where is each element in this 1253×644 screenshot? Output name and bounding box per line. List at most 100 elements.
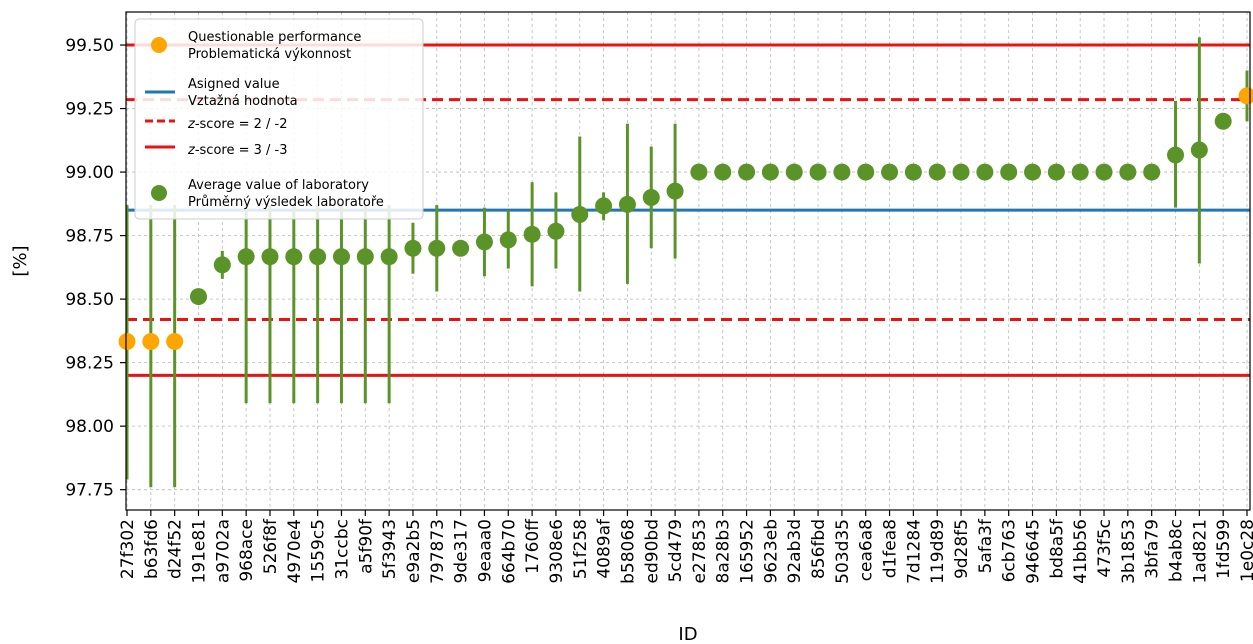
x-tick-label: 51f258: [571, 519, 591, 579]
legend-label: Průměrný výsledek laboratoře: [188, 195, 384, 210]
x-tick-label: 27f302: [118, 519, 138, 579]
lab-point: [356, 248, 374, 266]
x-tick-label: 9de317: [452, 519, 472, 584]
x-tick-label: 856fbd: [809, 519, 829, 579]
x-tick-label: 968ace: [237, 519, 257, 582]
x-tick-label: 1e0c28: [1238, 519, 1253, 582]
y-tick-label: 97.75: [65, 481, 114, 501]
x-tick-label: 1760ff: [523, 518, 543, 574]
x-tick-label: 1559c5: [309, 519, 329, 582]
lab-point: [833, 163, 851, 181]
lab-point: [1167, 146, 1185, 164]
x-tick-label: 5afa3f: [976, 518, 996, 573]
legend-label: Average value of laboratory: [188, 178, 369, 193]
x-tick-label: 6cb763: [1000, 519, 1020, 582]
x-tick-label: 4089af: [595, 518, 615, 579]
lab-point: [1047, 163, 1065, 181]
lab-point: [881, 163, 899, 181]
lab-point: [1190, 141, 1208, 159]
x-tick-label: 41bb56: [1071, 519, 1091, 584]
x-tick-label: 5cd479: [666, 519, 686, 582]
x-tick-label: e9a2b5: [404, 519, 424, 583]
x-tick-label: 92ab3d: [785, 519, 805, 583]
questionable-point: [166, 333, 184, 351]
x-tick-label: d1fea8: [881, 519, 901, 578]
x-tick-label: 1fd599: [1214, 519, 1234, 579]
lab-point: [690, 163, 708, 181]
x-tick-label: 473f5c: [1095, 519, 1115, 578]
legend-label: z-score = 2 / -2: [187, 117, 288, 132]
lab-point: [523, 225, 541, 243]
x-tick-label: 5f3943: [380, 519, 400, 579]
x-tick-label: 9eaaa0: [475, 519, 495, 582]
lab-point: [428, 239, 446, 257]
x-tick-label: 946645: [1024, 519, 1044, 584]
y-tick-label: 98.00: [65, 417, 114, 437]
lab-point: [809, 163, 827, 181]
x-tick-label: 3b1853: [1119, 519, 1139, 584]
lab-point: [571, 206, 589, 224]
legend-label: Asigned value: [188, 77, 280, 92]
x-tick-label: 7d1284: [904, 519, 924, 584]
questionable-point: [142, 333, 160, 351]
x-tick-label: a5f90f: [356, 518, 376, 574]
y-tick-label: 99.00: [65, 163, 114, 183]
lab-point: [952, 163, 970, 181]
x-tick-label: 9623eb: [761, 519, 781, 584]
lab-point: [1095, 163, 1113, 181]
x-tick-label: cea6a8: [857, 519, 877, 581]
x-axis-title: ID: [678, 624, 697, 644]
lab-point: [785, 163, 803, 181]
lab-point: [714, 163, 732, 181]
x-tick-label: 526f8f: [261, 518, 281, 574]
x-axis: 27f302 b63fd6 d24f52 191e81 a9702a 968ace 526f…: [118, 510, 1253, 584]
x-tick-label: b58068: [618, 519, 638, 584]
y-tick-label: 98.25: [65, 354, 114, 374]
x-tick-label: 503d35: [833, 519, 853, 584]
x-tick-label: 797873: [428, 519, 448, 584]
x-tick-label: 1ad821: [1190, 519, 1210, 583]
y-tick-label: 99.25: [65, 100, 114, 120]
lab-point: [189, 288, 207, 306]
lab-point: [404, 239, 422, 257]
y-tick-label: 99.50: [65, 36, 114, 56]
y-tick-label: 98.75: [65, 227, 114, 247]
lab-point: [928, 163, 946, 181]
legend-box: [134, 18, 424, 220]
legend: Questionable performance Problematická vý…: [134, 18, 424, 220]
legend-label: Vztažná hodnota: [188, 94, 298, 109]
lab-point: [452, 239, 470, 257]
y-axis: 97.75 98.00 98.25 98.50 98.75 99.00 99.25 99.50: [65, 36, 126, 501]
lab-point: [332, 248, 350, 266]
lab-point: [1071, 163, 1089, 181]
x-tick-label: 664b70: [499, 519, 519, 584]
lab-point: [309, 248, 327, 266]
x-tick-label: bd8a5f: [1047, 518, 1067, 579]
lab-point: [1119, 163, 1137, 181]
legend-label: Problematická výkonnost: [188, 47, 351, 62]
lab-point: [976, 163, 994, 181]
x-tick-label: 31ccbc: [332, 519, 352, 579]
lab-point: [1214, 112, 1232, 130]
lab-point: [761, 163, 779, 181]
lab-point: [285, 248, 303, 266]
lab-point: [738, 163, 756, 181]
x-tick-label: a9702a: [213, 519, 233, 583]
data-points: [118, 37, 1253, 488]
lab-point: [499, 231, 517, 249]
x-tick-label: 9308e6: [547, 519, 567, 584]
y-tick-label: 98.50: [65, 290, 114, 310]
grid: [126, 12, 1250, 510]
lab-point: [666, 182, 684, 200]
lab-point: [1000, 163, 1018, 181]
lab-point: [547, 222, 565, 240]
lab-point: [618, 195, 636, 213]
lab-point: [475, 233, 493, 251]
lab-point: [642, 188, 660, 206]
legend-marker: [151, 185, 167, 201]
lab-point: [213, 256, 231, 274]
x-tick-label: ed90bd: [642, 519, 662, 583]
x-tick-label: 9d28f5: [952, 519, 972, 579]
x-tick-label: b4ab8c: [1167, 519, 1187, 582]
